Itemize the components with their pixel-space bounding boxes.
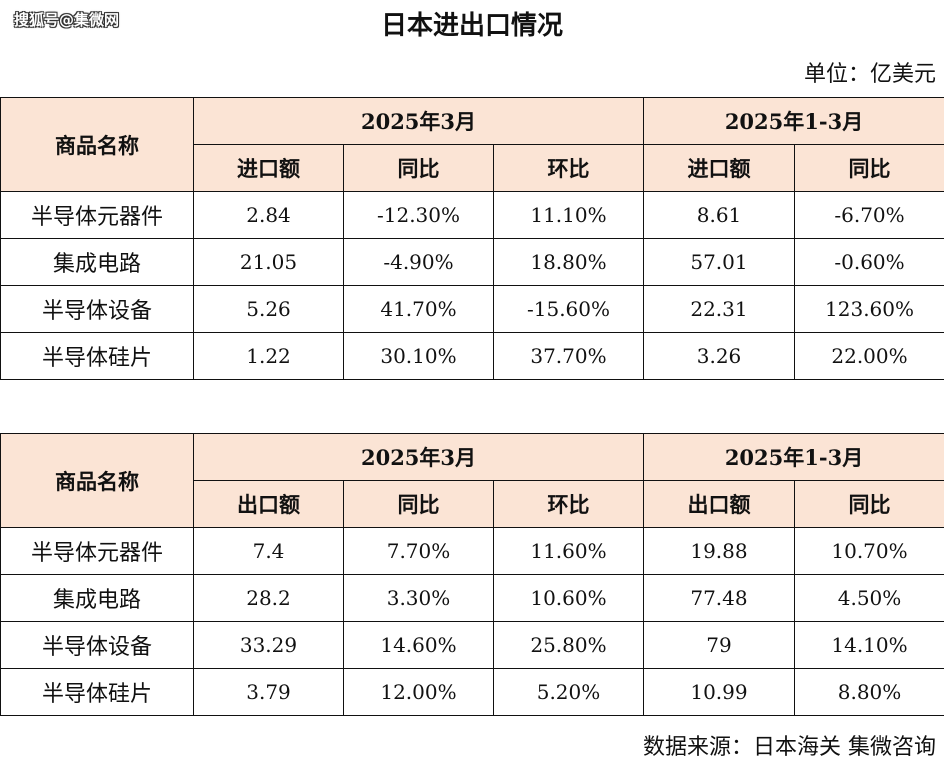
- unit-label: 单位：亿美元: [803, 62, 936, 87]
- table-cell: -0.60%: [793, 238, 944, 286]
- header-row: 商品名称 2025年3月 2025年1-3月: [0, 97, 944, 192]
- table-cell: -12.30%: [343, 191, 494, 239]
- watermark: 搜狐号@集微网: [14, 11, 120, 29]
- table-row: 半导体设备 5.26 41.70% -15.60% 22.31 123.60%: [0, 285, 944, 333]
- column-header: 同比: [343, 144, 494, 192]
- export-table: 商品名称 2025年3月 2025年1-3月 出口额 同比 环比 出口额 同比 …: [0, 433, 944, 716]
- column-header: 同比: [793, 144, 944, 192]
- column-header: 同比: [793, 480, 944, 528]
- source-note: 数据来源：日本海关 集微咨询: [643, 735, 936, 760]
- row-label: 半导体元器件: [0, 191, 194, 239]
- table-row: 半导体硅片 1.22 30.10% 37.70% 3.26 22.00%: [0, 332, 944, 380]
- table-cell: 7.70%: [343, 527, 494, 575]
- column-header: 出口额: [643, 480, 795, 528]
- table-cell: 3.30%: [343, 574, 494, 622]
- column-header: 环比: [493, 144, 644, 192]
- table-cell: 3.79: [193, 668, 344, 716]
- table-cell: 22.31: [643, 285, 795, 333]
- column-header: 进口额: [643, 144, 795, 192]
- table-cell: 14.10%: [793, 621, 944, 669]
- table-row: 集成电路 28.2 3.30% 10.60% 77.48 4.50%: [0, 574, 944, 622]
- row-label: 集成电路: [0, 238, 194, 286]
- column-header: 出口额: [193, 480, 344, 528]
- table-cell: 2.84: [193, 191, 344, 239]
- table-cell: 10.70%: [793, 527, 944, 575]
- table-cell: -15.60%: [493, 285, 644, 333]
- name-column-header: 商品名称: [0, 97, 194, 192]
- row-label: 半导体设备: [0, 285, 194, 333]
- row-label: 半导体硅片: [0, 332, 194, 380]
- subheader-row: 进口额 同比 环比 进口额 同比: [1, 144, 944, 192]
- table-cell: 41.70%: [343, 285, 494, 333]
- table-cell: 22.00%: [793, 332, 944, 380]
- table-cell: 123.60%: [793, 285, 944, 333]
- table-cell: 19.88: [643, 527, 795, 575]
- column-header: 同比: [343, 480, 494, 528]
- page-title: 日本进出口情况: [380, 11, 563, 41]
- table-cell: 8.80%: [793, 668, 944, 716]
- table-cell: -4.90%: [343, 238, 494, 286]
- table-cell: 21.05: [193, 238, 344, 286]
- table-cell: -6.70%: [793, 191, 944, 239]
- table-cell: 5.26: [193, 285, 344, 333]
- period-header: 2025年1-3月: [642, 97, 944, 145]
- table-cell: 37.70%: [493, 332, 644, 380]
- table-row: 集成电路 21.05 -4.90% 18.80% 57.01 -0.60%: [0, 238, 944, 286]
- row-label: 半导体设备: [0, 621, 194, 669]
- table-cell: 10.99: [643, 668, 795, 716]
- table-cell: 12.00%: [343, 668, 494, 716]
- table-cell: 11.60%: [493, 527, 644, 575]
- table-row: 半导体元器件 2.84 -12.30% 11.10% 8.61 -6.70%: [0, 191, 944, 239]
- table-cell: 33.29: [193, 621, 344, 669]
- table-cell: 10.60%: [493, 574, 644, 622]
- table-cell: 28.2: [193, 574, 344, 622]
- table-row: 半导体硅片 3.79 12.00% 5.20% 10.99 8.80%: [0, 668, 944, 716]
- name-column-header: 商品名称: [0, 433, 194, 528]
- table-cell: 25.80%: [493, 621, 644, 669]
- period-header: 2025年3月: [193, 97, 644, 145]
- period-header: 2025年3月: [193, 433, 644, 481]
- table-cell: 79: [643, 621, 795, 669]
- row-label: 半导体硅片: [0, 668, 194, 716]
- header-row: 商品名称 2025年3月 2025年1-3月: [0, 433, 944, 528]
- table-cell: 3.26: [643, 332, 795, 380]
- table-cell: 30.10%: [343, 332, 494, 380]
- column-header: 环比: [493, 480, 644, 528]
- table-cell: 1.22: [193, 332, 344, 380]
- table-row: 半导体元器件 7.4 7.70% 11.60% 19.88 10.70%: [0, 527, 944, 575]
- table-cell: 77.48: [643, 574, 795, 622]
- table-cell: 11.10%: [493, 191, 644, 239]
- period-header: 2025年1-3月: [642, 433, 944, 481]
- subheader-row: 出口额 同比 环比 出口额 同比: [1, 480, 944, 528]
- table-cell: 18.80%: [493, 238, 644, 286]
- column-header: 进口额: [193, 144, 344, 192]
- row-label: 半导体元器件: [0, 527, 194, 575]
- table-cell: 57.01: [643, 238, 795, 286]
- table-cell: 4.50%: [793, 574, 944, 622]
- table-cell: 14.60%: [343, 621, 494, 669]
- table-cell: 7.4: [193, 527, 344, 575]
- table-cell: 5.20%: [493, 668, 644, 716]
- import-table: 商品名称 2025年3月 2025年1-3月 进口额 同比 环比 进口额 同比 …: [0, 97, 944, 380]
- table-cell: 8.61: [643, 191, 795, 239]
- table-row: 半导体设备 33.29 14.60% 25.80% 79 14.10%: [0, 621, 944, 669]
- row-label: 集成电路: [0, 574, 194, 622]
